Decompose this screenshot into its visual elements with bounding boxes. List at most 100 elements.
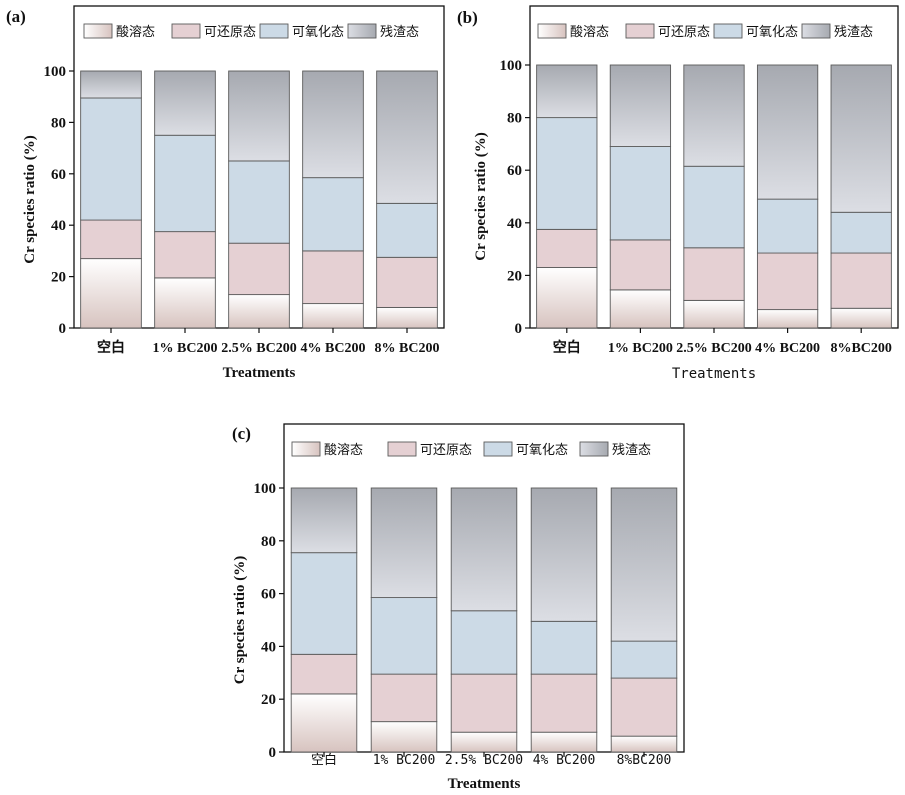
y-tick-label: 40 [51, 218, 66, 234]
x-axis-title: Treatments [672, 366, 756, 382]
bar-segment-4 [756, 64, 819, 200]
panel-label: (a) [6, 7, 26, 26]
legend-swatch [579, 441, 609, 457]
bar-segment-1 [610, 735, 678, 753]
bar-segment-3 [536, 117, 598, 230]
y-tick-label: 0 [515, 321, 523, 337]
legend-swatch [259, 23, 289, 39]
legend-label: 可氧化态 [746, 25, 798, 40]
legend-swatch [483, 441, 513, 457]
bar-segment-3 [80, 97, 142, 221]
bar-segment-2 [228, 242, 290, 296]
legend-label: 可还原态 [658, 25, 710, 40]
legend-label: 可氧化态 [516, 443, 568, 458]
legend-swatch [171, 23, 201, 39]
chart-panel-c: (c) 0 20 40 60 80 100 Cr species ratio (%) 空白 1% … [200, 410, 700, 795]
legend-label: 残渣态 [834, 25, 873, 40]
bar-segment-2 [370, 673, 438, 723]
bar-segment-4 [683, 64, 745, 167]
chart-a: (a) 0 20 40 60 80 100 Cr species ratio (%) 空白 1% … [6, 5, 445, 381]
legend-label: 可氧化态 [292, 25, 344, 40]
bar-segment-3 [609, 146, 672, 241]
bar-segment-3 [290, 552, 358, 655]
x-tick-label: 1% BC200 [153, 341, 218, 356]
bar-segment-2 [530, 673, 598, 733]
bar-segment-4 [80, 70, 142, 99]
bar-segment-2 [683, 247, 745, 301]
legend-label: 可还原态 [420, 443, 472, 458]
x-tick-label: 4% BC200 [533, 753, 596, 768]
chart-b: (b) 0 20 40 60 80 100 Cr species ratio (%) 空白 1% … [457, 5, 899, 382]
bar-segment-1 [530, 731, 598, 753]
x-tick-label: 4% BC200 [755, 341, 820, 356]
x-tick-label: 空白 [311, 752, 337, 768]
x-tick-label: 2.5% BC200 [676, 341, 751, 356]
bar-segment-2 [610, 677, 678, 737]
x-tick-label: 8% BC200 [375, 341, 440, 356]
legend-label: 酸溶态 [570, 25, 609, 40]
bar-segment-3 [228, 160, 290, 244]
y-tick-label: 100 [500, 58, 523, 74]
bar-segment-4 [228, 70, 290, 162]
panel-label: (b) [457, 8, 478, 27]
bar-segment-2 [609, 239, 672, 291]
y-tick-label: 20 [507, 268, 522, 284]
chart-panel-b: (b) 0 20 40 60 80 100 Cr species ratio (%) 空白 1% … [455, 0, 905, 395]
bar-segment-1 [450, 731, 518, 753]
bar-segment-1 [370, 721, 438, 753]
y-tick-label: 0 [59, 321, 67, 337]
bar-segment-1 [756, 309, 819, 329]
y-axis-title: Cr species ratio (%) [473, 132, 489, 260]
bar-segment-2 [80, 219, 142, 260]
bar-segment-4 [450, 487, 518, 612]
bar-segment-3 [756, 198, 819, 254]
legend-label: 可还原态 [204, 25, 256, 40]
bar-segment-4 [530, 487, 598, 622]
bar-segment-4 [536, 64, 598, 119]
y-tick-label: 80 [261, 534, 276, 550]
x-tick-label: 空白 [553, 339, 581, 356]
bar-segment-1 [609, 289, 672, 329]
legend-label: 残渣态 [612, 443, 651, 458]
chart-c: (c) 0 20 40 60 80 100 Cr species ratio (%) 空白 1% … [232, 423, 685, 792]
bar-segment-1 [536, 267, 598, 329]
x-tick-label: 空白 [97, 339, 125, 356]
legend-swatch [387, 441, 417, 457]
legend-swatch [537, 23, 567, 39]
legend-swatch [347, 23, 377, 39]
bar-segment-4 [290, 487, 358, 554]
y-tick-label: 60 [261, 587, 276, 603]
bar-segment-1 [290, 693, 358, 753]
bar-segment-1 [80, 258, 142, 329]
bar-segment-1 [228, 294, 290, 329]
bar-segment-4 [830, 64, 892, 213]
panel-label: (c) [232, 424, 251, 443]
y-axis-title: Cr species ratio (%) [22, 135, 38, 263]
y-tick-label: 100 [44, 64, 67, 80]
bar-segment-3 [302, 177, 364, 252]
chart-panel-a: (a) 0 20 40 60 80 100 Cr species ratio (%) 空白 1% … [0, 0, 450, 395]
bar-segment-3 [450, 610, 518, 675]
legend-swatch [801, 23, 831, 39]
bar-segment-2 [756, 252, 819, 311]
bar-segment-2 [376, 256, 438, 308]
legend-swatch [625, 23, 655, 39]
bar-segment-2 [302, 250, 364, 305]
x-tick-label: 1% BC200 [373, 753, 436, 768]
bar-segment-1 [376, 306, 438, 329]
x-axis-title: Treatments [448, 776, 521, 792]
legend-label: 酸溶态 [116, 25, 155, 40]
x-tick-label: 8%BC200 [617, 753, 672, 768]
bar-segment-4 [370, 487, 438, 599]
bar-segment-1 [683, 299, 745, 329]
bar-segment-2 [450, 673, 518, 733]
legend-swatch [713, 23, 743, 39]
bar-segment-4 [376, 70, 438, 204]
bar-segment-3 [154, 134, 216, 233]
x-tick-label: 4% BC200 [301, 341, 366, 356]
bar-segment-2 [154, 231, 216, 279]
legend-swatch [291, 441, 321, 457]
bar-segment-4 [154, 70, 216, 136]
y-tick-label: 60 [51, 167, 66, 183]
y-tick-label: 20 [261, 692, 276, 708]
